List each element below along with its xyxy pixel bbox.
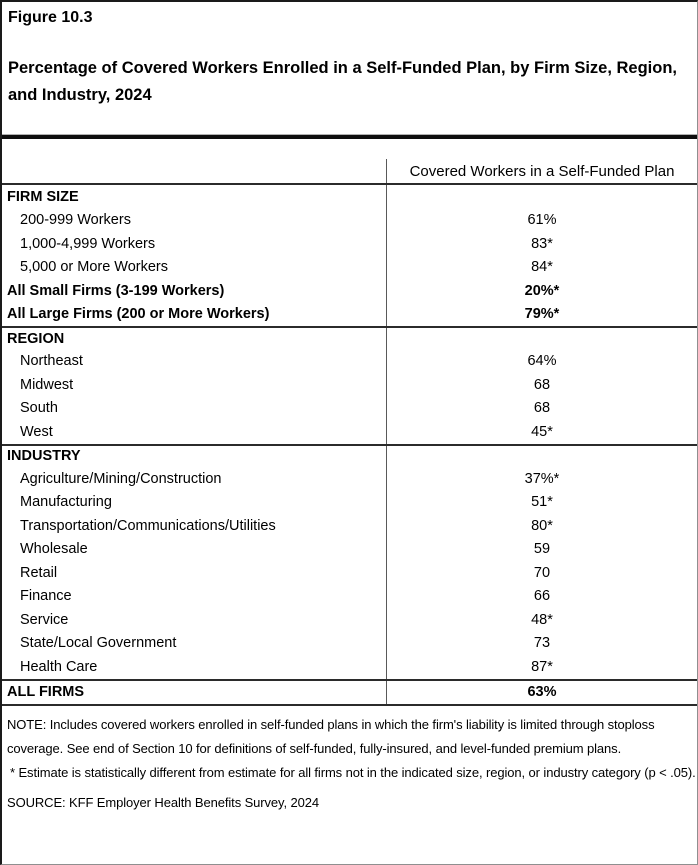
table-row: Agriculture/Mining/Construction 37%* [2, 467, 697, 491]
table-row: Manufacturing 51* [2, 490, 697, 514]
asterisk-note-text: * Estimate is statistically different fr… [10, 765, 696, 780]
row-value [386, 185, 697, 209]
table-body: FIRM SIZE 200-999 Workers 61% 1,000-4,99… [2, 185, 697, 704]
row-value: 48* [386, 608, 697, 632]
table-row: All Large Firms (200 or More Workers) 79… [2, 302, 697, 326]
row-label: Finance [20, 588, 72, 605]
row-value: 73 [386, 631, 697, 655]
row-value: 63% [386, 680, 697, 704]
row-label: State/Local Government [20, 635, 177, 652]
row-label: ALL FIRMS [7, 684, 85, 700]
header-label-cell [2, 159, 386, 183]
row-label: Retail [20, 564, 58, 581]
row-value: 59 [386, 537, 697, 561]
table-row: All Small Firms (3-199 Workers) 20%* [2, 279, 697, 303]
row-label: West [20, 423, 53, 440]
row-label: INDUSTRY [7, 448, 81, 465]
row-value: 79%* [386, 302, 697, 326]
source-text: SOURCE: KFF Employer Health Benefits Sur… [7, 795, 320, 810]
table-row: 200-999 Workers 61% [2, 208, 697, 232]
row-value: 80* [386, 514, 697, 538]
table-row: INDUSTRY [2, 443, 697, 467]
row-label: 1,000-4,999 Workers [20, 235, 156, 252]
table-row: Transportation/Communications/Utilities … [2, 514, 697, 538]
row-label: Transportation/Communications/Utilities [20, 517, 276, 534]
table-row: ALL FIRMS 63% [2, 678, 697, 704]
table-row: 1,000-4,999 Workers 83* [2, 232, 697, 256]
note-text: NOTE: Includes covered workers enrolled … [7, 717, 655, 756]
data-table: Covered Workers in a Self-Funded Plan FI… [2, 159, 697, 706]
figure-number-label: Figure 10.3 [8, 9, 93, 26]
title-divider-bar [2, 134, 697, 139]
table-row: FIRM SIZE [2, 185, 697, 209]
row-value: 61% [386, 208, 697, 232]
row-label: Health Care [20, 658, 98, 675]
row-value: 37%* [386, 467, 697, 491]
row-value: 64% [386, 349, 697, 373]
table-row: Northeast 64% [2, 349, 697, 373]
table-row: South 68 [2, 396, 697, 420]
row-value: 83* [386, 232, 697, 256]
row-label: Manufacturing [20, 494, 112, 511]
row-value: 51* [386, 490, 697, 514]
table-row: Midwest 68 [2, 373, 697, 397]
value-column-header: Covered Workers in a Self-Funded Plan [386, 159, 697, 183]
row-value: 70 [386, 561, 697, 585]
table-row: Health Care 87* [2, 655, 697, 679]
row-label: Northeast [20, 353, 83, 370]
table-row: West 45* [2, 420, 697, 444]
row-value: 20%* [386, 279, 697, 303]
row-label: 5,000 or More Workers [20, 259, 169, 276]
table-row: REGION [2, 326, 697, 350]
row-value: 68 [386, 373, 697, 397]
table-row: Service 48* [2, 608, 697, 632]
table-row: Finance 66 [2, 584, 697, 608]
row-value: 84* [386, 255, 697, 279]
row-label: All Large Firms (200 or More Workers) [7, 306, 270, 323]
table-header-row: Covered Workers in a Self-Funded Plan [2, 159, 697, 185]
row-label: Midwest [20, 376, 74, 393]
row-label: Service [20, 611, 69, 628]
table-row: 5,000 or More Workers 84* [2, 255, 697, 279]
row-value: 87* [386, 655, 697, 679]
footnotes: NOTE: Includes covered workers enrolled … [7, 713, 697, 815]
table-row: State/Local Government 73 [2, 631, 697, 655]
row-value [386, 328, 697, 350]
row-value: 68 [386, 396, 697, 420]
figure-title: Percentage of Covered Workers Enrolled i… [8, 59, 678, 104]
row-label: Wholesale [20, 541, 88, 558]
row-label: Agriculture/Mining/Construction [20, 470, 222, 487]
row-value: 45* [386, 420, 697, 444]
row-label: All Small Firms (3-199 Workers) [7, 282, 225, 299]
row-label: South [20, 400, 58, 417]
row-value: 66 [386, 584, 697, 608]
row-label: FIRM SIZE [7, 188, 79, 205]
table-row: Wholesale 59 [2, 537, 697, 561]
table-row: Retail 70 [2, 561, 697, 585]
row-label: 200-999 Workers [20, 212, 131, 229]
row-label: REGION [7, 330, 65, 347]
row-value [386, 445, 697, 467]
